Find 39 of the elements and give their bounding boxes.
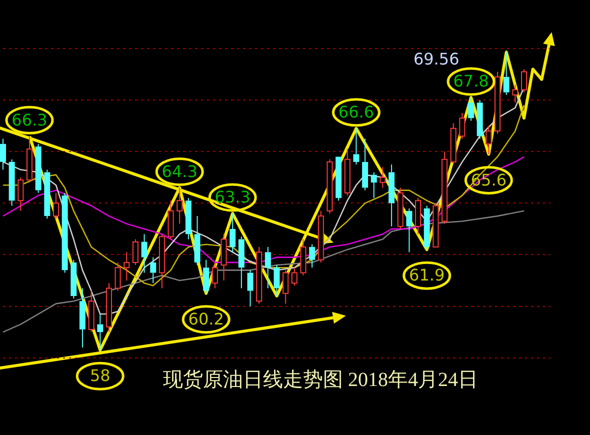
candlestick xyxy=(79,288,86,348)
candlestick xyxy=(274,264,280,296)
candlestick xyxy=(194,216,200,266)
annotation: 69.56 xyxy=(413,49,460,68)
candlestick xyxy=(362,138,368,191)
candlestick xyxy=(468,97,474,122)
annotation: 63.3 xyxy=(214,188,250,207)
candlestick xyxy=(97,314,104,351)
candlestick xyxy=(62,192,68,274)
candlestick xyxy=(336,156,342,202)
annotation: 66.6 xyxy=(338,102,374,122)
annotation: 67.8 xyxy=(453,72,489,91)
candlestick xyxy=(388,164,395,227)
candlestick xyxy=(238,236,244,289)
annotation: 64.3 xyxy=(162,162,198,181)
candlestick xyxy=(247,270,254,307)
candlestick xyxy=(406,208,412,253)
candlestick xyxy=(264,246,271,289)
candlestick xyxy=(424,205,430,250)
candlestick xyxy=(0,138,6,170)
candlestick xyxy=(476,100,483,140)
candlestick xyxy=(70,259,77,300)
candlestick xyxy=(35,143,42,194)
candlestick xyxy=(503,52,510,96)
candlestick xyxy=(150,256,156,284)
candlestick xyxy=(185,198,192,240)
annotation: 66.3 xyxy=(12,110,48,130)
candlestick xyxy=(370,172,377,199)
text: 现货原油日线走势图 2018年4月24日 xyxy=(163,368,478,393)
annotation: 58 xyxy=(90,366,110,386)
candlestick xyxy=(141,234,148,274)
annotation: 61.9 xyxy=(409,266,445,285)
candlestick xyxy=(309,244,316,268)
candlestick xyxy=(230,212,236,253)
annotation: 60.2 xyxy=(188,310,224,329)
candlestick xyxy=(203,259,210,294)
candlestick xyxy=(353,128,360,166)
candlestick xyxy=(44,169,50,220)
candlestick xyxy=(8,158,15,206)
